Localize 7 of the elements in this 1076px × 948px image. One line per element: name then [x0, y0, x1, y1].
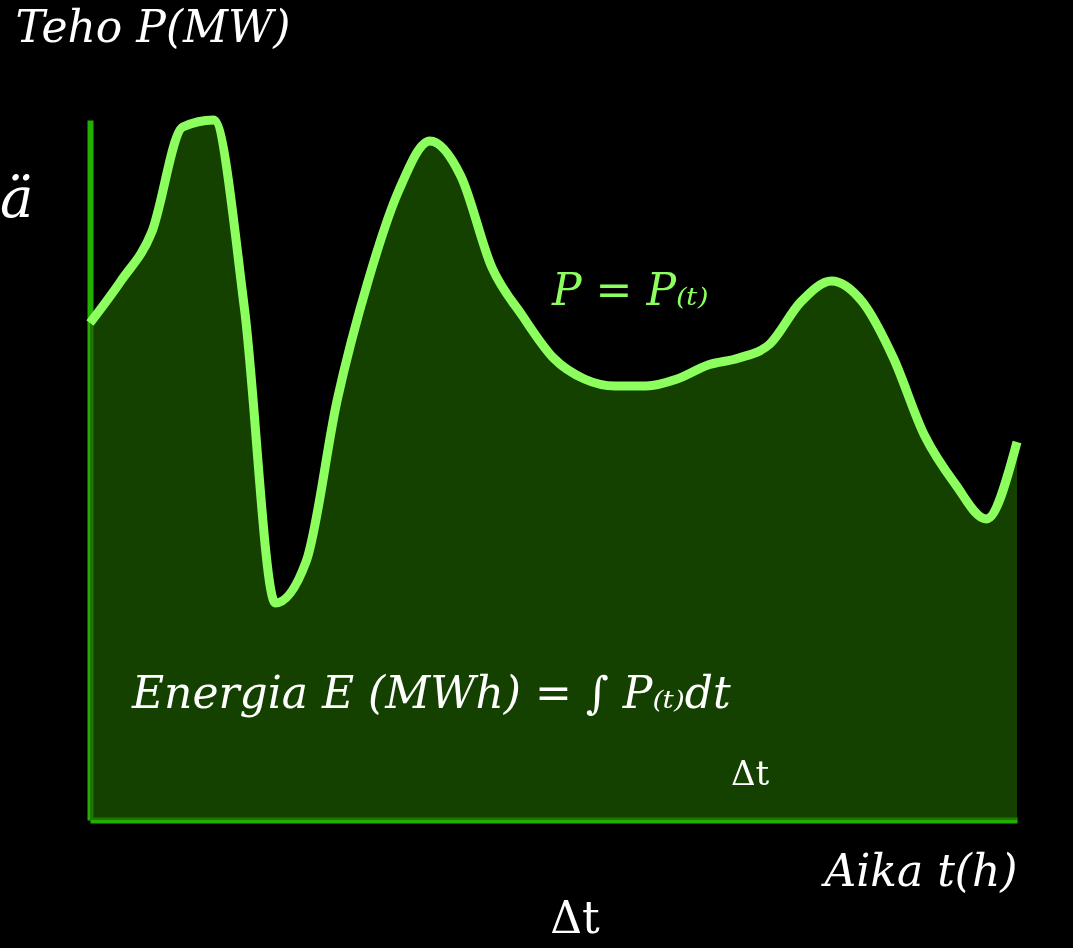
- x-axis-title: Aika t(h): [820, 844, 1018, 896]
- annotation: P = P₍ₜ₎: [551, 264, 709, 315]
- y-axis-title: Teho P(MW): [15, 0, 291, 52]
- text: Δt: [550, 892, 601, 943]
- text: ä: [0, 165, 34, 230]
- annotation: Δt: [730, 753, 770, 793]
- annotation: Energia E (MWh) = ∫ P₍ₜ₎dt: [131, 667, 732, 718]
